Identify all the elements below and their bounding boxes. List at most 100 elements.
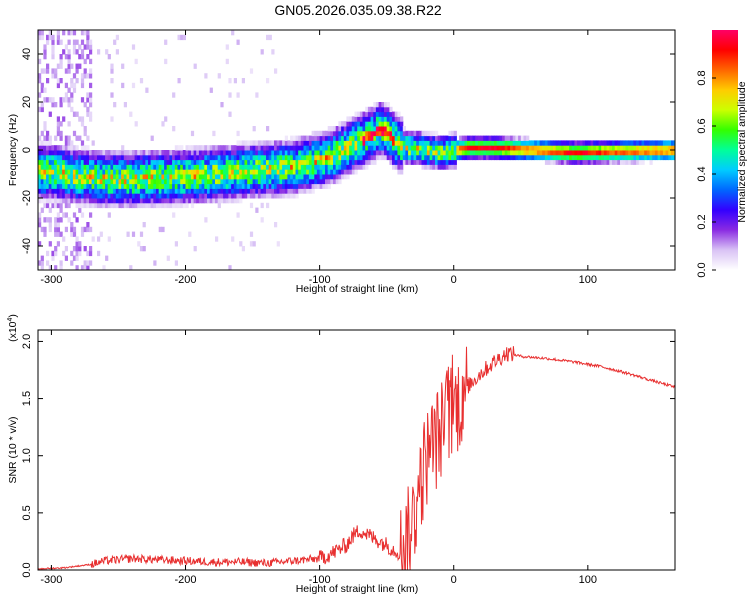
spectrogram-cell <box>150 135 154 141</box>
spectrogram-cell <box>633 140 637 146</box>
spectrogram-cell <box>67 58 71 65</box>
spectrogram-cell <box>483 154 487 161</box>
spectrogram-cell <box>225 178 229 185</box>
spectrogram-cell <box>424 164 428 170</box>
spectrogram-cell <box>86 202 90 209</box>
spectrogram-cell <box>555 154 559 161</box>
spectrogram-cell <box>292 169 296 175</box>
spectrogram-cell <box>636 140 640 146</box>
spectrogram-cell <box>182 169 186 175</box>
spectrogram-cell <box>196 183 200 189</box>
spectrogram-cell <box>303 169 307 175</box>
spectrogram-cell <box>217 174 221 180</box>
spectrogram-cell <box>287 140 291 146</box>
spectrogram-cell <box>598 150 602 156</box>
spectrogram-cell <box>51 159 55 165</box>
spectrogram-cell <box>606 140 610 146</box>
spectrogram-cell <box>86 34 90 41</box>
spectrogram-cell <box>488 154 492 161</box>
spectrogram-cell <box>649 154 653 161</box>
spectrogram-cell <box>295 150 299 156</box>
spectrogram-cell <box>105 169 109 175</box>
spectrogram-cell <box>257 145 262 151</box>
spectrogram-cell <box>51 169 55 175</box>
spectrogram-cell <box>204 198 208 204</box>
spectrogram-cell <box>435 150 439 156</box>
spectrogram-cell <box>193 183 197 189</box>
spectrogram-cell <box>110 92 114 98</box>
spectrogram-cell <box>161 154 165 161</box>
spectrogram-cell <box>236 178 240 185</box>
spectrogram-cell <box>86 188 90 194</box>
spectrogram-cell <box>72 154 77 161</box>
spectrogram-cell <box>83 126 87 132</box>
spectrogram-cell <box>539 150 543 156</box>
spectrogram-cell <box>72 87 77 93</box>
spectrogram-cell <box>494 140 498 146</box>
spectrogram-cell <box>284 159 288 165</box>
spectrogram-cell <box>362 121 366 127</box>
spectrogram-cell <box>166 198 170 204</box>
spectrogram-cell <box>249 231 254 237</box>
spectrogram-cell <box>633 150 637 156</box>
spectrogram-cell <box>156 202 160 209</box>
spectrogram-cell <box>598 145 602 151</box>
spectrogram-cell <box>311 159 315 165</box>
spectrogram-cell <box>255 154 259 161</box>
spectrogram-cell <box>384 116 388 122</box>
spectrogram-cell <box>367 145 372 151</box>
spectrogram-cell <box>405 159 409 165</box>
spectrogram-cell <box>180 183 184 189</box>
spectrogram-cell <box>440 145 444 151</box>
spectrogram-cell <box>290 140 294 146</box>
spectrogram-cell <box>78 183 82 189</box>
spectrogram-cell <box>59 265 63 270</box>
spectrogram-cell <box>156 164 160 170</box>
spectrogram-cell <box>311 174 315 180</box>
spectrogram-cell <box>241 246 245 252</box>
spectrogram-cell <box>314 154 318 161</box>
spectrogram-cell <box>225 169 229 175</box>
spectrogram-cell <box>375 121 380 127</box>
spectrogram-cell <box>54 150 58 156</box>
spectrogram-cell <box>148 193 152 199</box>
spectrogram-cell <box>365 150 369 156</box>
spectrogram-cell <box>335 126 339 132</box>
spectrogram-cell <box>290 159 294 165</box>
spectrogram-cell <box>579 154 583 161</box>
spectrogram-cell <box>322 140 326 146</box>
spectrogram-cell <box>392 116 396 122</box>
spectrogram-cell <box>319 135 323 141</box>
spectrogram-cell <box>330 154 334 161</box>
spectrogram-cell <box>62 159 66 165</box>
spectrogram-cell <box>662 145 667 151</box>
spectrogram-cell <box>448 130 452 137</box>
spectrogram-cell <box>319 183 323 189</box>
spectrogram-cell <box>75 164 79 170</box>
spectrogram-cell <box>89 188 93 194</box>
spectrogram-cell <box>432 130 436 137</box>
spectrogram-cell <box>287 183 291 189</box>
spectrogram-cell <box>257 140 262 146</box>
spectrogram-cell <box>169 198 173 204</box>
spectrogram-cell <box>413 154 417 161</box>
spectrogram-cell <box>201 154 205 161</box>
spectrogram-cell <box>284 150 288 156</box>
spectrogram-cell <box>263 169 267 175</box>
spectrogram-cell <box>78 246 82 252</box>
spectrogram-cell <box>201 150 205 156</box>
spectrogram-cell <box>64 212 68 218</box>
spectrogram-cell <box>118 159 122 165</box>
spectrogram-cell <box>97 154 101 161</box>
spectrogram-cell <box>365 116 369 122</box>
spectrogram-cell <box>91 159 95 165</box>
spectrogram-cell <box>609 145 613 151</box>
spectrogram-cell <box>394 130 398 137</box>
spectrogram-cell <box>139 183 144 189</box>
snr-panel: -300 -200 -100 0 100 0.00.51.01.52.0 Height … <box>7 314 676 595</box>
spectrogram-cell <box>83 58 87 65</box>
spectrogram-cell <box>587 140 591 146</box>
spectrogram-cell <box>113 198 117 204</box>
spectrogram-cell <box>582 140 586 146</box>
spectrogram-cell <box>426 130 431 137</box>
